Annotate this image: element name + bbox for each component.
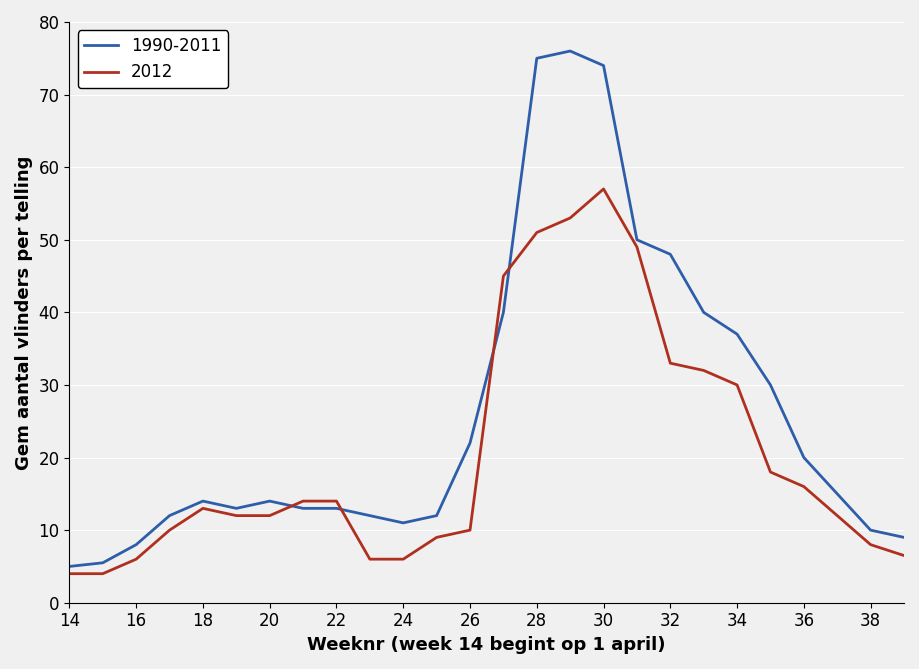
2012: [899, 551, 910, 559]
1990-2011: [198, 497, 209, 505]
1990-2011: [598, 62, 609, 70]
2012: [398, 555, 409, 563]
2012: [832, 512, 843, 520]
X-axis label: Weeknr (week 14 begint op 1 april): Weeknr (week 14 begint op 1 april): [308, 636, 666, 654]
1990-2011: [164, 512, 175, 520]
1990-2011: [832, 490, 843, 498]
1990-2011: [64, 563, 75, 571]
2012: [130, 555, 142, 563]
2012: [264, 512, 275, 520]
1990-2011: [899, 533, 910, 541]
2012: [164, 526, 175, 534]
Y-axis label: Gem aantal vlinders per telling: Gem aantal vlinders per telling: [15, 155, 33, 470]
2012: [298, 497, 309, 505]
1990-2011: [264, 497, 275, 505]
2012: [464, 526, 475, 534]
2012: [198, 504, 209, 512]
2012: [231, 512, 242, 520]
1990-2011: [298, 504, 309, 512]
1990-2011: [564, 47, 575, 55]
2012: [331, 497, 342, 505]
2012: [664, 359, 675, 367]
2012: [64, 570, 75, 578]
2012: [799, 482, 810, 490]
2012: [498, 272, 509, 280]
1990-2011: [531, 54, 542, 62]
2012: [631, 243, 642, 251]
2012: [531, 229, 542, 237]
1990-2011: [765, 381, 776, 389]
Line: 1990-2011: 1990-2011: [70, 51, 904, 567]
2012: [431, 533, 442, 541]
2012: [865, 541, 876, 549]
1990-2011: [732, 330, 743, 338]
1990-2011: [865, 526, 876, 534]
1990-2011: [97, 559, 108, 567]
1990-2011: [331, 504, 342, 512]
1990-2011: [431, 512, 442, 520]
Legend: 1990-2011, 2012: 1990-2011, 2012: [78, 30, 228, 88]
1990-2011: [364, 512, 375, 520]
1990-2011: [398, 519, 409, 527]
2012: [598, 185, 609, 193]
1990-2011: [498, 308, 509, 316]
1990-2011: [698, 308, 709, 316]
2012: [97, 570, 108, 578]
2012: [732, 381, 743, 389]
Line: 2012: 2012: [70, 189, 904, 574]
1990-2011: [664, 250, 675, 258]
1990-2011: [799, 454, 810, 462]
2012: [698, 367, 709, 375]
1990-2011: [631, 235, 642, 244]
2012: [364, 555, 375, 563]
1990-2011: [231, 504, 242, 512]
1990-2011: [464, 439, 475, 447]
1990-2011: [130, 541, 142, 549]
2012: [564, 214, 575, 222]
2012: [765, 468, 776, 476]
